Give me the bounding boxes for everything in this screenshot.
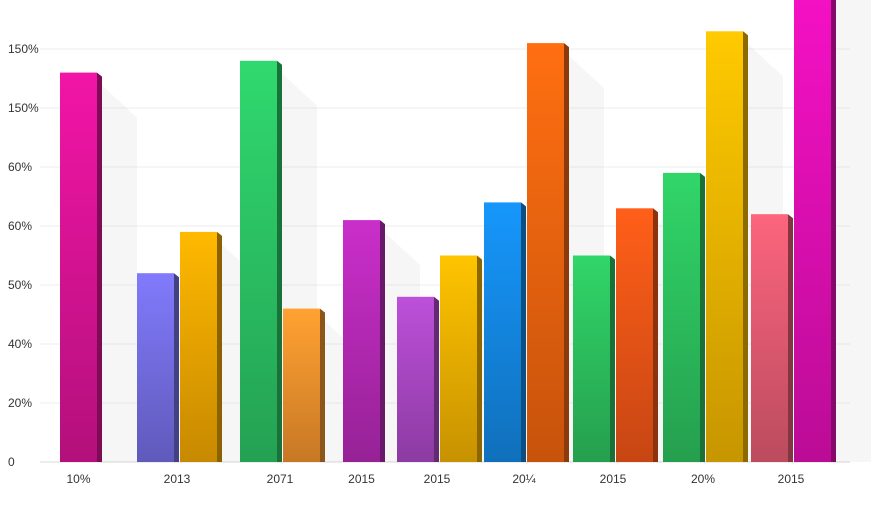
bar xyxy=(573,255,610,462)
x-tick-label: 2015 xyxy=(424,472,451,486)
bar xyxy=(440,255,477,462)
bar xyxy=(397,296,434,462)
bar xyxy=(60,72,97,462)
x-axis-labels: 10% 2013 2071 2015 2015 20¼ 2015 20% 2015 xyxy=(66,472,804,486)
x-tick-label: 20¼ xyxy=(512,472,536,486)
bar xyxy=(343,220,380,462)
y-tick-label: 60% xyxy=(8,219,32,233)
bars xyxy=(60,0,871,463)
bar-side xyxy=(743,31,748,463)
x-tick-label: 2071 xyxy=(267,472,294,486)
bar xyxy=(137,273,174,462)
y-tick-label: 50% xyxy=(8,278,32,292)
bar-side xyxy=(653,208,658,462)
bar-side xyxy=(610,255,615,462)
bar-side xyxy=(380,220,385,462)
x-tick-label: 2015 xyxy=(778,472,805,486)
y-tick-label: 150% xyxy=(8,42,39,56)
bar-side xyxy=(97,72,102,462)
y-axis-ticks: 0 20% 40% 50% 60% 60% 150% 150% xyxy=(8,42,39,469)
bar-shadow xyxy=(97,81,137,462)
y-tick-label: 150% xyxy=(8,101,39,115)
bar xyxy=(663,172,700,462)
x-tick-label: 2015 xyxy=(348,472,375,486)
x-tick-label: 2015 xyxy=(600,472,627,486)
y-tick-label: 60% xyxy=(8,160,32,174)
x-tick-label: 10% xyxy=(66,472,90,486)
bar-side xyxy=(564,43,569,462)
bar-side xyxy=(320,308,325,462)
bar xyxy=(283,308,320,462)
bar xyxy=(240,60,277,463)
bar-side xyxy=(788,214,793,462)
bar xyxy=(794,0,831,462)
y-tick-label: 20% xyxy=(8,396,32,410)
bar xyxy=(180,231,217,462)
y-tick-label: 0 xyxy=(8,455,15,469)
x-tick-label: 20% xyxy=(691,472,715,486)
bar-side xyxy=(217,231,222,462)
bar-side xyxy=(434,296,439,462)
bar-side xyxy=(477,255,482,462)
bar xyxy=(706,31,743,463)
bar xyxy=(484,202,521,462)
bar xyxy=(616,208,653,462)
x-tick-label: 2013 xyxy=(164,472,191,486)
bar-shadow xyxy=(831,0,871,462)
y-tick-label: 40% xyxy=(8,337,32,351)
bar-side xyxy=(831,0,836,462)
bar-side xyxy=(700,172,705,462)
bar-side xyxy=(174,273,179,462)
bar xyxy=(527,43,564,462)
bar-side xyxy=(277,60,282,463)
bar-side xyxy=(521,202,526,462)
bar xyxy=(751,214,788,462)
